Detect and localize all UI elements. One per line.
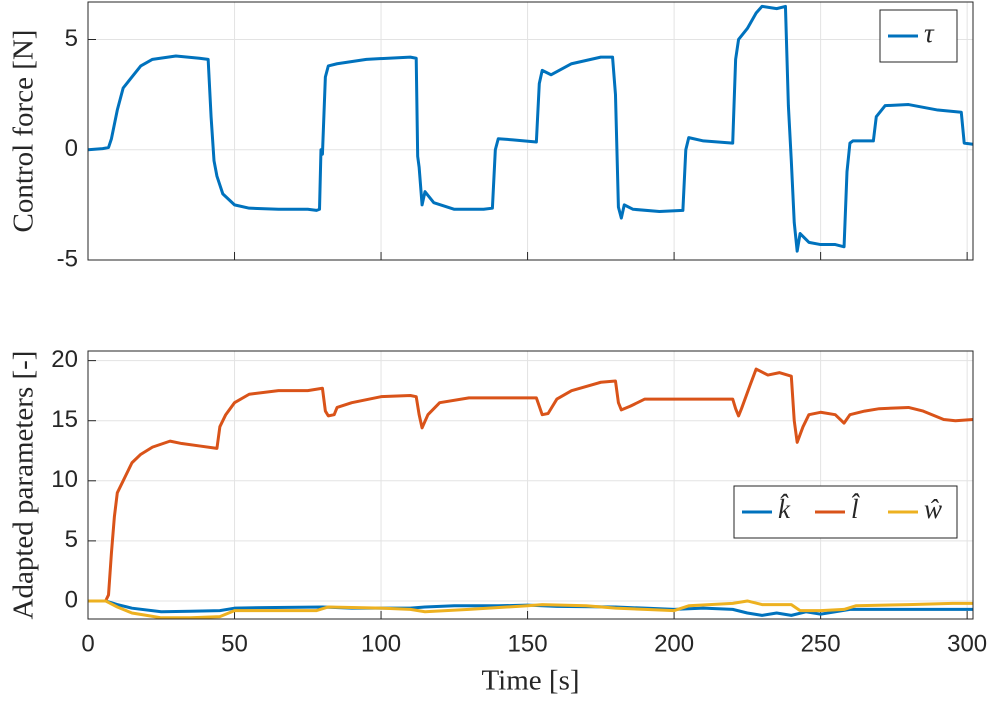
- x-tick-label: 100: [361, 630, 401, 657]
- y-tick-label: 20: [51, 346, 78, 373]
- legend-label: l̂: [851, 494, 861, 524]
- x-tick-label: 300: [947, 630, 987, 657]
- x-tick-label: 200: [654, 630, 694, 657]
- y-axis-label: Control force [N]: [8, 30, 40, 233]
- legend-label: k̂: [778, 494, 791, 524]
- y-tick-label: 0: [65, 586, 78, 613]
- data-line: [88, 4, 973, 253]
- data-line: [88, 367, 973, 603]
- y-tick-label: 5: [65, 25, 78, 52]
- y-axis-label: Adapted parameters [-]: [8, 351, 40, 620]
- x-tick-label: 250: [801, 630, 841, 657]
- axes-frame: [87, 1, 974, 261]
- y-tick-label: 15: [51, 406, 78, 433]
- y-tick-label: 0: [65, 135, 78, 162]
- legend-label: τ: [924, 18, 935, 48]
- y-tick-label: -5: [57, 245, 78, 272]
- legend: τ: [879, 9, 958, 63]
- y-tick-label: 10: [51, 466, 78, 493]
- plot-area: [88, 351, 973, 619]
- data-line: [88, 599, 973, 619]
- x-tick-label: 150: [508, 630, 548, 657]
- legend: k̂ l̂ ŵ: [733, 485, 958, 539]
- x-axis-label: Time [s]: [481, 665, 579, 697]
- legend-label: ŵ: [924, 494, 942, 524]
- plot-area: [88, 2, 973, 260]
- x-tick-label: 0: [81, 630, 94, 657]
- y-tick-label: 5: [65, 526, 78, 553]
- axes-frame: [87, 350, 974, 620]
- x-tick-label: 50: [221, 630, 248, 657]
